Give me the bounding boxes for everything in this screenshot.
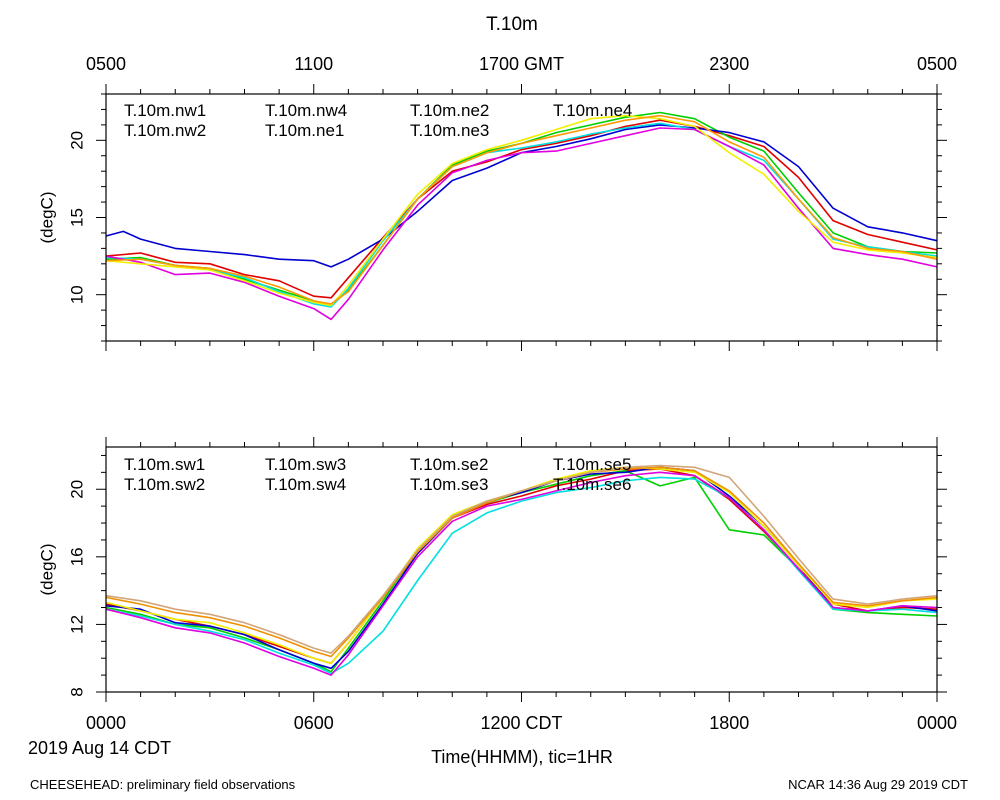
bottom-x-tick-label: 0000 [917, 713, 957, 733]
series-line-t-10m-ne4 [105, 114, 938, 305]
top-x-tick-label: 0500 [86, 54, 126, 74]
legend-entry: T.10m.se2 [410, 455, 488, 474]
plot-frame [105, 93, 938, 342]
top-x-tick-label: 1700 GMT [479, 54, 564, 74]
bottom-x-tick-label: 0000 [86, 713, 126, 733]
footer-right: NCAR 14:36 Aug 29 2019 CDT [788, 777, 968, 792]
bottom-x-tick-label: 1800 [709, 713, 749, 733]
legend-entry: T.10m.sw4 [265, 475, 346, 494]
footer-left: CHEESEHEAD: preliminary field observatio… [30, 777, 296, 792]
legend-entry: T.10m.ne2 [410, 101, 489, 120]
bottom-panel: 8 12 16 20 (degC) 0000 0600 1200 CDT 1800 0000 T.1… [37, 437, 957, 733]
legend-entry: T.10m.nw4 [265, 101, 347, 120]
legend-entry: T.10m.sw2 [124, 475, 205, 494]
series-line-t-10m-sw4 [105, 476, 938, 675]
legend-entry: T.10m.se5 [553, 455, 631, 474]
series-line-t-10m-nw4 [105, 124, 938, 268]
y-tick-label: 8 [67, 687, 86, 696]
top-panel: 10 15 20 (degC) 0500 1100 1700 GMT 2300 0500 T.10… [37, 54, 957, 351]
legend-entry: T.10m.nw2 [124, 121, 206, 140]
x-axis-label: Time(HHMM), tic=1HR [431, 747, 613, 767]
legend-entry: T.10m.sw1 [124, 455, 205, 474]
y-tick-label: 12 [67, 615, 86, 634]
legend-entry: T.10m.se3 [410, 475, 488, 494]
legend-entry: T.10m.nw1 [124, 101, 206, 120]
series-line-t-10m-se2 [105, 471, 938, 676]
y-axis-label: (degC) [37, 192, 56, 244]
y-tick-label: 20 [67, 480, 86, 499]
legend-entry: T.10m.sw3 [265, 455, 346, 474]
series-line-t-10m-ne3 [105, 114, 938, 307]
series-line-t-10m-se5 [105, 466, 938, 658]
chart-title: T.10m [486, 14, 538, 35]
y-tick-label: 16 [67, 547, 86, 566]
bottom-x-tick-label: 1200 CDT [480, 713, 562, 733]
date-label: 2019 Aug 14 CDT [28, 738, 171, 758]
legend-entry: T.10m.ne3 [410, 121, 489, 140]
y-tick-label: 15 [67, 208, 86, 227]
y-axis-label: (degC) [37, 544, 56, 596]
top-x-tick-label: 2300 [709, 54, 749, 74]
legend-entry: T.10m.ne1 [265, 121, 344, 140]
series-line-t-10m-ne2 [105, 127, 938, 321]
top-x-tick-label: 0500 [917, 54, 957, 74]
series-line-t-10m-se6 [105, 464, 938, 654]
y-tick-label: 10 [67, 285, 86, 304]
bottom-x-tick-label: 0600 [294, 713, 334, 733]
top-x-tick-label: 1100 [294, 54, 333, 74]
plot-frame [105, 446, 938, 693]
y-tick-label: 20 [67, 131, 86, 150]
legend-entry: T.10m.ne4 [553, 101, 632, 120]
legend-entry: T.10m.se6 [553, 475, 631, 494]
